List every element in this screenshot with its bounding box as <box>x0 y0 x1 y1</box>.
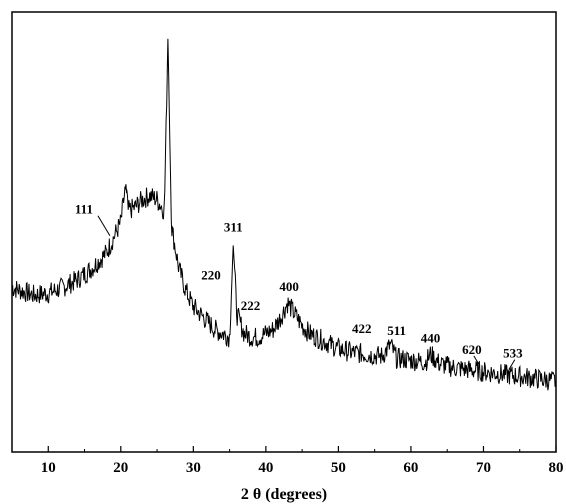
x-tick-label: 80 <box>549 460 564 476</box>
peak-label-511: 511 <box>387 323 406 338</box>
x-axis: 10 20 30 40 50 60 70 80 <box>11 446 564 476</box>
peak-label-311: 311 <box>224 219 243 234</box>
x-tick-label: 70 <box>476 460 491 476</box>
peak-label-440: 440 <box>421 330 441 345</box>
xrd-series-line <box>11 38 557 391</box>
x-tick-label: 60 <box>403 460 418 476</box>
peak-label-220: 220 <box>201 267 221 282</box>
peak-label-422: 422 <box>352 321 372 336</box>
peak-label-533: 533 <box>503 346 523 361</box>
x-tick-label: 40 <box>258 460 273 476</box>
peak-label-620: 620 <box>462 342 482 357</box>
x-tick-label: 30 <box>186 460 201 476</box>
peak-label-400: 400 <box>279 279 299 294</box>
x-axis-title: 2 θ (degrees) <box>241 486 327 503</box>
x-tick-label: 10 <box>41 460 56 476</box>
peak-label-111: 111 <box>75 202 93 217</box>
peak-arrow-533 <box>508 359 516 370</box>
peak-arrow-111 <box>97 215 111 236</box>
plot-frame <box>11 11 557 453</box>
x-tick-label: 50 <box>331 460 346 476</box>
data-layer <box>11 38 557 391</box>
x-tick-label: 20 <box>113 460 128 476</box>
peak-labels: 111 220 311 222 400 422 511 440 620 533 <box>75 202 523 370</box>
peak-label-222: 222 <box>241 298 261 313</box>
peak-arrow-620 <box>473 355 481 367</box>
